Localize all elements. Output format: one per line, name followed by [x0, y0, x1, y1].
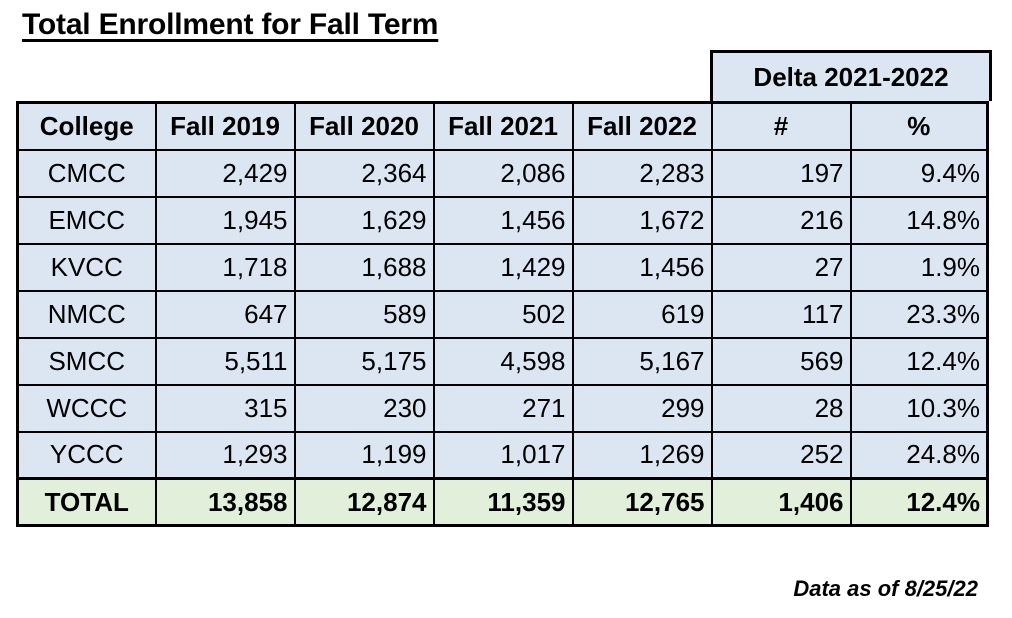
cell-delta-percent: 1.9%	[849, 242, 989, 292]
cell-college: SMCC	[16, 336, 157, 386]
cell-fall-2021: 1,456	[432, 195, 574, 245]
cell-fall-2021: 271	[432, 383, 574, 433]
cell-fall-2019: 1,718	[154, 242, 296, 292]
cell-fall-2021: 1,429	[432, 242, 574, 292]
cell-delta-count: 27	[710, 242, 852, 292]
column-header-fall-2019: Fall 2019	[154, 101, 296, 151]
cell-fall-2020: 1,688	[293, 242, 435, 292]
cell-delta-count: 197	[710, 148, 852, 198]
cell-college: EMCC	[16, 195, 157, 245]
cell-delta-count: 252	[710, 430, 852, 480]
cell-total-delta-percent: 12.4%	[849, 477, 989, 527]
cell-delta-count: 28	[710, 383, 852, 433]
cell-delta-percent: 23.3%	[849, 289, 989, 339]
cell-fall-2021: 1,017	[432, 430, 574, 480]
cell-delta-percent: 12.4%	[849, 336, 989, 386]
column-header-fall-2021: Fall 2021	[432, 101, 574, 151]
cell-total-fall-2022: 12,765	[571, 477, 713, 527]
cell-fall-2022: 1,456	[571, 242, 713, 292]
cell-delta-percent: 9.4%	[849, 148, 989, 198]
column-header-fall-2022: Fall 2022	[571, 101, 713, 151]
cell-fall-2021: 502	[432, 289, 574, 339]
cell-fall-2019: 647	[154, 289, 296, 339]
cell-fall-2021: 4,598	[432, 336, 574, 386]
cell-college: CMCC	[16, 148, 157, 198]
cell-total-fall-2021: 11,359	[432, 477, 574, 527]
cell-fall-2019: 1,293	[154, 430, 296, 480]
cell-college: WCCC	[16, 383, 157, 433]
cell-fall-2020: 1,199	[293, 430, 435, 480]
column-header-delta-count: #	[710, 101, 852, 151]
delta-group-header: Delta 2021-2022	[710, 50, 992, 101]
cell-total-fall-2020: 12,874	[293, 477, 435, 527]
cell-college: KVCC	[16, 242, 157, 292]
column-header-college: College	[16, 101, 157, 151]
cell-fall-2019: 315	[154, 383, 296, 433]
table-row: NMCC 647 589 502 619 117 23.3%	[16, 289, 989, 339]
table-header-row: College Fall 2019 Fall 2020 Fall 2021 Fa…	[16, 101, 989, 151]
cell-fall-2022: 1,269	[571, 430, 713, 480]
enrollment-table: College Fall 2019 Fall 2020 Fall 2021 Fa…	[16, 101, 989, 527]
table-row: CMCC 2,429 2,364 2,086 2,283 197 9.4%	[16, 148, 989, 198]
cell-college: YCCC	[16, 430, 157, 480]
cell-fall-2020: 1,629	[293, 195, 435, 245]
cell-delta-count: 216	[710, 195, 852, 245]
cell-college: NMCC	[16, 289, 157, 339]
cell-delta-count: 569	[710, 336, 852, 386]
cell-fall-2020: 230	[293, 383, 435, 433]
column-header-delta-percent: %	[849, 101, 989, 151]
cell-total-fall-2019: 13,858	[154, 477, 296, 527]
cell-fall-2019: 2,429	[154, 148, 296, 198]
cell-fall-2022: 5,167	[571, 336, 713, 386]
cell-fall-2022: 1,672	[571, 195, 713, 245]
cell-fall-2020: 2,364	[293, 148, 435, 198]
cell-delta-percent: 10.3%	[849, 383, 989, 433]
table-row: EMCC 1,945 1,629 1,456 1,672 216 14.8%	[16, 195, 989, 245]
cell-fall-2020: 5,175	[293, 336, 435, 386]
cell-total-delta-count: 1,406	[710, 477, 852, 527]
data-date-note: Data as of 8/25/22	[793, 576, 978, 601]
cell-fall-2020: 589	[293, 289, 435, 339]
page-title: Total Enrollment for Fall Term	[22, 8, 439, 41]
cell-delta-percent: 24.8%	[849, 430, 989, 480]
total-row: TOTAL 13,858 12,874 11,359 12,765 1,406 …	[16, 477, 989, 527]
cell-fall-2019: 5,511	[154, 336, 296, 386]
table-row: YCCC 1,293 1,199 1,017 1,269 252 24.8%	[16, 430, 989, 480]
cell-fall-2022: 299	[571, 383, 713, 433]
column-header-fall-2020: Fall 2020	[293, 101, 435, 151]
cell-delta-percent: 14.8%	[849, 195, 989, 245]
table-row: WCCC 315 230 271 299 28 10.3%	[16, 383, 989, 433]
cell-fall-2022: 2,283	[571, 148, 713, 198]
cell-fall-2021: 2,086	[432, 148, 574, 198]
table-row: KVCC 1,718 1,688 1,429 1,456 27 1.9%	[16, 242, 989, 292]
cell-delta-count: 117	[710, 289, 852, 339]
table-row: SMCC 5,511 5,175 4,598 5,167 569 12.4%	[16, 336, 989, 386]
cell-total-label: TOTAL	[16, 477, 157, 527]
cell-fall-2019: 1,945	[154, 195, 296, 245]
cell-fall-2022: 619	[571, 289, 713, 339]
